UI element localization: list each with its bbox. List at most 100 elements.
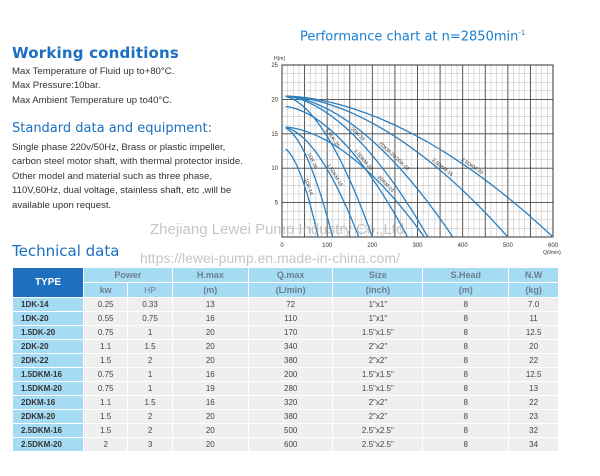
cell-hp: 1 <box>128 368 172 381</box>
cell-size: 1.5"x1.5" <box>333 326 423 339</box>
table-row: 1DK-20 0.55 0.75 16 110 1"x1" 8 11 <box>13 312 558 325</box>
x-tick-label: 600 <box>548 243 559 249</box>
performance-chart: 0 100 200 300 400 500 600 5 10 15 20 25H(m) Q(l/min)… <box>271 56 561 256</box>
table-row: 1DK-14 0.25 0.33 13 72 1"x1" 8 7.0 <box>13 298 558 311</box>
cell-qmax: 170 <box>248 326 333 339</box>
pump-curve <box>285 126 425 238</box>
cell-type: 2DKM-16 <box>13 396 83 409</box>
table-row: 1.5DKM-16 0.75 1 16 200 1.5"x1.5" 8 12.5 <box>13 368 558 381</box>
cell-nw: 22 <box>509 354 558 367</box>
cell-shead: 8 <box>423 298 509 311</box>
standard-data-title: Standard data and equipment: <box>12 121 213 136</box>
cell-shead: 8 <box>423 326 509 339</box>
pump-curve <box>285 148 319 238</box>
cell-type: 1DK-14 <box>13 298 83 311</box>
cell-size: 1.5"x1.5" <box>333 368 423 381</box>
cell-type: 2.5DKM-16 <box>13 424 83 437</box>
table-row: 2DKM-20 1.5 2 20 380 2"x2" 8 23 <box>13 410 558 423</box>
cell-hmax: 16 <box>172 312 248 325</box>
curve-label: 1DK-14 <box>303 178 314 196</box>
cell-type: 1DK-20 <box>13 312 83 325</box>
y-tick-label: 10 <box>271 166 278 172</box>
y-tick-label: 25 <box>271 63 278 69</box>
cell-kw: 0.25 <box>84 298 128 311</box>
cell-size: 2"x2" <box>333 410 423 423</box>
standard-line: available upon request. <box>12 199 112 211</box>
cell-kw: 0.75 <box>84 368 128 381</box>
cell-size: 2"x2" <box>333 354 423 367</box>
standard-data-text: Single phase 220v/50Hz, Brass or plastic… <box>12 141 272 213</box>
x-tick-label: 100 <box>322 243 333 249</box>
x-tick-label: 200 <box>367 243 378 249</box>
standard-line: carbon steel motor shaft, with thermal p… <box>12 156 243 168</box>
pump-curve <box>285 126 360 238</box>
table-row: 2.5DKM-20 2 3 20 600 2.5"x2.5" 8 34 <box>13 438 558 451</box>
cell-kw: 1.1 <box>84 396 128 409</box>
cell-type: 2DK-22 <box>13 354 83 367</box>
working-conditions-title: Working conditions <box>12 44 180 62</box>
cell-nw: 32 <box>509 424 558 437</box>
cell-hp: 2 <box>128 354 172 367</box>
table-row: 2DK-22 1.5 2 20 380 2"x2" 8 22 <box>13 354 558 367</box>
cell-size: 1.5"x1.5" <box>333 382 423 395</box>
cell-hmax: 19 <box>172 382 248 395</box>
cell-shead: 8 <box>423 382 509 395</box>
cell-size: 2.5"x2.5" <box>333 438 423 451</box>
y-tick-label: 20 <box>271 97 278 103</box>
cell-qmax: 200 <box>248 368 333 381</box>
cell-kw: 1.1 <box>84 340 128 353</box>
cell-hmax: 20 <box>172 424 248 437</box>
pump-curve <box>285 105 409 238</box>
cell-hmax: 13 <box>172 298 248 311</box>
cell-hmax: 20 <box>172 326 248 339</box>
cell-kw: 0.75 <box>84 382 128 395</box>
cell-qmax: 72 <box>248 298 333 311</box>
condition-line: Max Pressure:10bar. <box>12 80 101 92</box>
header-hp: HP <box>128 283 172 297</box>
cell-nw: 7.0 <box>509 298 558 311</box>
cell-hp: 1.5 <box>128 396 172 409</box>
cell-shead: 8 <box>423 368 509 381</box>
cell-size: 2"x2" <box>333 396 423 409</box>
cell-hmax: 20 <box>172 340 248 353</box>
cell-size: 2"x2" <box>333 340 423 353</box>
cell-nw: 22 <box>509 396 558 409</box>
cell-size: 1"x1" <box>333 312 423 325</box>
header-power: Power <box>84 268 172 282</box>
chart-title: Performance chart at n=2850min-1 <box>300 29 525 44</box>
header-type: TYPE <box>13 268 83 297</box>
cell-shead: 8 <box>423 396 509 409</box>
y-tick-label: 5 <box>275 201 279 207</box>
standard-line: Other model and material such as three p… <box>12 170 212 182</box>
cell-type: 2DK-20 <box>13 340 83 353</box>
cell-kw: 2 <box>84 438 128 451</box>
curve-label: 1.5DKM-16 <box>325 163 344 188</box>
y-tick-label: 15 <box>271 132 278 138</box>
cell-qmax: 110 <box>248 312 333 325</box>
x-axis-label: Q(l/min) <box>543 250 561 256</box>
cell-nw: 11 <box>509 312 558 325</box>
cell-type: 1.5DKM-20 <box>13 382 83 395</box>
cell-kw: 1.5 <box>84 410 128 423</box>
table-row: 2DK-20 1.1 1.5 20 340 2"x2" 8 20 <box>13 340 558 353</box>
pump-curve <box>285 95 554 238</box>
cell-nw: 13 <box>509 382 558 395</box>
pump-curve <box>285 127 334 238</box>
header-nw: N.W <box>509 268 558 282</box>
header-size-unit: (inch) <box>333 283 423 297</box>
cell-kw: 0.55 <box>84 312 128 325</box>
cell-hmax: 20 <box>172 438 248 451</box>
cell-hmax: 16 <box>172 396 248 409</box>
technical-data-table: TYPE Power H.max Q.max Size S.Head N.W k… <box>12 267 559 452</box>
condition-line: Max Temperature of Fluid up to+80°C. <box>12 66 175 77</box>
cell-shead: 8 <box>423 354 509 367</box>
header-qmax: Q.max <box>248 268 333 282</box>
cell-kw: 1.5 <box>84 424 128 437</box>
cell-qmax: 340 <box>248 340 333 353</box>
working-conditions-text: Max Temperature of Fluid up to+80°C. Max… <box>12 65 272 108</box>
y-axis-label: H(m) <box>274 56 285 62</box>
cell-shead: 8 <box>423 340 509 353</box>
header-shead: S.Head <box>423 268 509 282</box>
x-tick-label: 0 <box>280 243 284 249</box>
cell-hp: 1 <box>128 382 172 395</box>
